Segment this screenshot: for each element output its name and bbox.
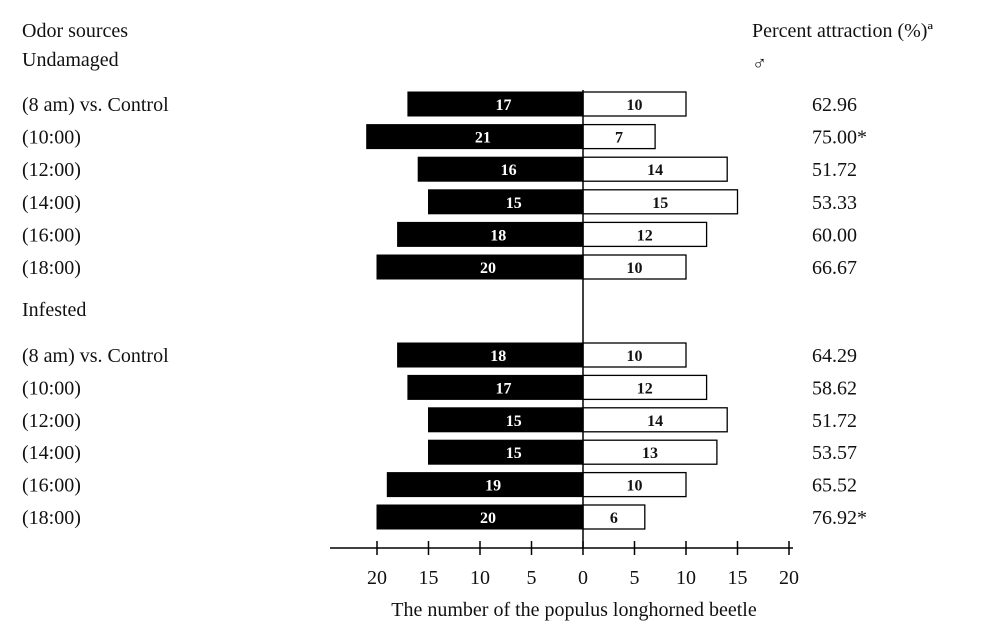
bar-left: [366, 124, 584, 150]
bar-right-label: 14: [647, 413, 663, 430]
bar-right: [582, 342, 687, 368]
percent-value: 53.57: [812, 442, 857, 464]
bar-right: [582, 91, 687, 117]
row-label: (8 am) vs. Control: [22, 345, 169, 367]
odor-sources-header: Odor sources: [22, 20, 128, 42]
bar-left-label: 15: [506, 195, 522, 212]
bar-left: [428, 407, 584, 433]
percent-value: 60.00: [812, 224, 857, 246]
bar-right-label: 15: [652, 195, 668, 212]
row-label: (14:00): [22, 192, 81, 214]
bar-right-label: 10: [627, 97, 643, 114]
row-label: (16:00): [22, 475, 81, 497]
group-label: Infested: [22, 299, 86, 321]
bar-left-label: 20: [480, 510, 496, 527]
bar-left-label: 17: [495, 97, 511, 114]
x-tick-label: 10: [676, 567, 696, 589]
group-label: Undamaged: [22, 49, 119, 71]
plot-area: Undamaged (8 am) vs. Control 17 10 62.96 (10:…: [22, 49, 867, 530]
bar-right-label: 10: [627, 478, 643, 495]
row-label: (8 am) vs. Control: [22, 94, 169, 116]
percent-value: 62.96: [812, 94, 857, 116]
x-tick-label: 0: [578, 567, 588, 589]
percent-value: 53.33: [812, 192, 857, 214]
row-label: (18:00): [22, 507, 81, 529]
x-tick-label: 5: [630, 567, 640, 589]
row-label: (12:00): [22, 159, 81, 181]
row-label: (10:00): [22, 127, 81, 149]
bar-right-label: 7: [615, 130, 623, 147]
row-label: (14:00): [22, 442, 81, 464]
bar-right-label: 10: [627, 260, 643, 277]
percent-value: 75.00*: [812, 127, 867, 149]
bar-right-label: 13: [642, 445, 658, 462]
row-label: (16:00): [22, 224, 81, 246]
bar-right-label: 10: [627, 348, 643, 365]
row-label: (18:00): [22, 257, 81, 279]
bar-left-label: 19: [485, 478, 501, 495]
x-tick-label: 20: [367, 567, 387, 589]
x-tick-label: 15: [419, 567, 439, 589]
percent-value: 66.67: [812, 257, 857, 279]
bar-left: [376, 504, 584, 530]
bar-left-label: 17: [495, 380, 511, 397]
bar-left-label: 20: [480, 260, 496, 277]
bar-left-label: 21: [475, 130, 491, 147]
x-tick-label: 10: [470, 567, 490, 589]
bar-left-label: 18: [490, 348, 506, 365]
x-tick-label: 20: [779, 567, 799, 589]
row-label: (10:00): [22, 377, 81, 399]
bar-left: [386, 472, 584, 498]
bar-left: [417, 156, 584, 182]
bar-left: [428, 439, 584, 465]
row-label: (12:00): [22, 410, 81, 432]
bar-right: [582, 123, 656, 150]
percent-value: 64.29: [812, 345, 857, 367]
bar-left-label: 16: [501, 162, 517, 179]
percent-value: 65.52: [812, 475, 857, 497]
bar-left-label: 15: [506, 413, 522, 430]
bar-left: [428, 189, 584, 215]
bar-right-label: 14: [647, 162, 663, 179]
bar-right-label: 12: [637, 227, 653, 244]
percent-attraction-header: Percent attraction (%)ª: [752, 20, 933, 42]
bar-right: [582, 254, 687, 280]
bar-left-label: 15: [506, 445, 522, 462]
bar-right: [582, 471, 687, 498]
x-tick-label: 15: [728, 567, 748, 589]
percent-value: 58.62: [812, 377, 857, 399]
percent-value: 51.72: [812, 410, 857, 432]
bar-left: [397, 342, 584, 368]
x-axis-title: The number of the populus longhorned bee…: [391, 599, 757, 621]
male-symbol: ♂: [752, 53, 767, 75]
bar-left-label: 18: [490, 227, 506, 244]
bar-right-label: 6: [610, 510, 618, 527]
bar-right: [582, 439, 718, 465]
bar-left: [397, 221, 584, 247]
x-tick-label: 5: [527, 567, 537, 589]
percent-value: 51.72: [812, 159, 857, 181]
bar-left: [407, 91, 584, 117]
bar-right-label: 12: [637, 380, 653, 397]
percent-value: 76.92*: [812, 507, 867, 529]
